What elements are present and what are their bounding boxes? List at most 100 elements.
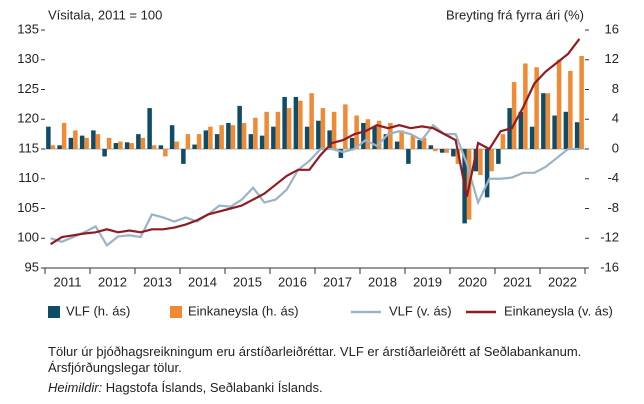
bar — [95, 134, 101, 149]
x-tick-label: 2018 — [368, 274, 397, 289]
bar — [192, 144, 197, 149]
y-axis-label: Vísitala, 2011 = 100 — [48, 7, 162, 22]
x-tick-label: 2014 — [188, 274, 217, 289]
y-tick-label: 135 — [17, 21, 39, 36]
bar — [181, 149, 186, 164]
y-tick-label: 120 — [17, 111, 39, 126]
chart: Vísitala, 2011 = 100 Breyting frá fyrra … — [17, 7, 619, 318]
bar — [518, 111, 524, 149]
bar — [529, 126, 535, 149]
legend-swatch — [170, 306, 182, 318]
bar — [68, 137, 74, 149]
line — [50, 123, 580, 248]
bar — [293, 96, 299, 149]
bar — [118, 141, 123, 149]
bar — [214, 134, 220, 149]
bar — [433, 149, 438, 152]
bar — [129, 143, 134, 149]
x-tick-label: 2021 — [503, 274, 532, 289]
bar — [151, 145, 157, 149]
bar — [394, 141, 400, 149]
bar — [343, 104, 348, 149]
x-tick-label: 2020 — [458, 274, 487, 289]
x-tick-label: 2015 — [233, 274, 262, 289]
source: Heimildir: Hagstofa Íslands, Seðlabanki … — [48, 380, 628, 396]
bar — [545, 93, 551, 149]
bar — [406, 149, 411, 164]
bar — [79, 135, 85, 149]
legend-swatch — [48, 306, 60, 318]
bar — [248, 134, 254, 149]
bar — [226, 122, 231, 149]
y2-tick-label: -4 — [607, 170, 619, 185]
bar — [320, 108, 326, 149]
bar — [237, 105, 242, 149]
bar — [500, 134, 506, 149]
y2-tick-label: -8 — [607, 200, 619, 215]
bar — [163, 149, 168, 157]
bar — [365, 119, 371, 149]
y-tick-label: 100 — [17, 230, 39, 245]
bar — [106, 137, 112, 149]
y2-tick-label: 8 — [612, 81, 619, 96]
y-tick-label: 110 — [18, 170, 39, 185]
bar — [473, 149, 479, 172]
bar — [316, 120, 321, 149]
x-tick-label: 2013 — [143, 274, 172, 289]
bar — [203, 130, 209, 149]
bar — [484, 149, 490, 198]
bar — [563, 111, 569, 149]
y-tick-label: 130 — [17, 51, 39, 66]
bar — [259, 135, 265, 149]
bar — [496, 149, 501, 164]
bar — [275, 111, 281, 149]
bar — [61, 122, 67, 149]
y2-tick-label: 16 — [605, 21, 619, 36]
bar — [50, 145, 56, 149]
y2-axis-label: Breyting frá fyrra ári (%) — [446, 7, 584, 22]
y2-tick-label: 12 — [605, 51, 619, 66]
x-tick-label: 2012 — [98, 274, 127, 289]
bar — [579, 56, 584, 149]
legend-label: Einkaneysla (v. ás) — [504, 303, 613, 318]
source-text: Hagstofa Íslands, Seðlabanki Íslands. — [105, 380, 323, 395]
bar — [113, 143, 119, 149]
bar — [309, 93, 314, 149]
bar — [410, 135, 416, 149]
bar — [102, 149, 107, 157]
bar — [574, 122, 580, 149]
bar — [185, 134, 191, 149]
bar — [174, 141, 179, 149]
bar — [444, 149, 449, 153]
bar — [219, 125, 224, 149]
bar — [286, 108, 292, 149]
bar — [196, 134, 202, 149]
bar — [84, 137, 89, 149]
bar — [298, 100, 303, 149]
bar — [230, 125, 236, 149]
bar — [271, 126, 276, 149]
bar — [541, 93, 546, 149]
bar — [147, 108, 152, 149]
bar — [46, 126, 51, 149]
bar — [124, 142, 130, 149]
x-tick-label: 2011 — [54, 274, 82, 289]
y-tick-label: 125 — [17, 81, 39, 96]
x-tick-label: 2016 — [278, 274, 307, 289]
bar — [169, 125, 175, 149]
bar — [428, 145, 434, 149]
bar — [349, 137, 355, 149]
bar — [568, 70, 573, 149]
bar — [136, 134, 141, 149]
bar — [399, 130, 404, 149]
bar — [140, 137, 146, 149]
bar — [556, 59, 562, 149]
bar — [327, 130, 332, 149]
bar — [282, 96, 287, 149]
notes: Tölur úr þjóðhagsreikningum eru árstíðar… — [48, 344, 582, 375]
bar — [388, 122, 393, 149]
legend-label: Einkaneysla (h. ás) — [188, 303, 299, 318]
bar — [91, 130, 96, 149]
bar — [73, 130, 78, 149]
bar — [208, 126, 213, 149]
